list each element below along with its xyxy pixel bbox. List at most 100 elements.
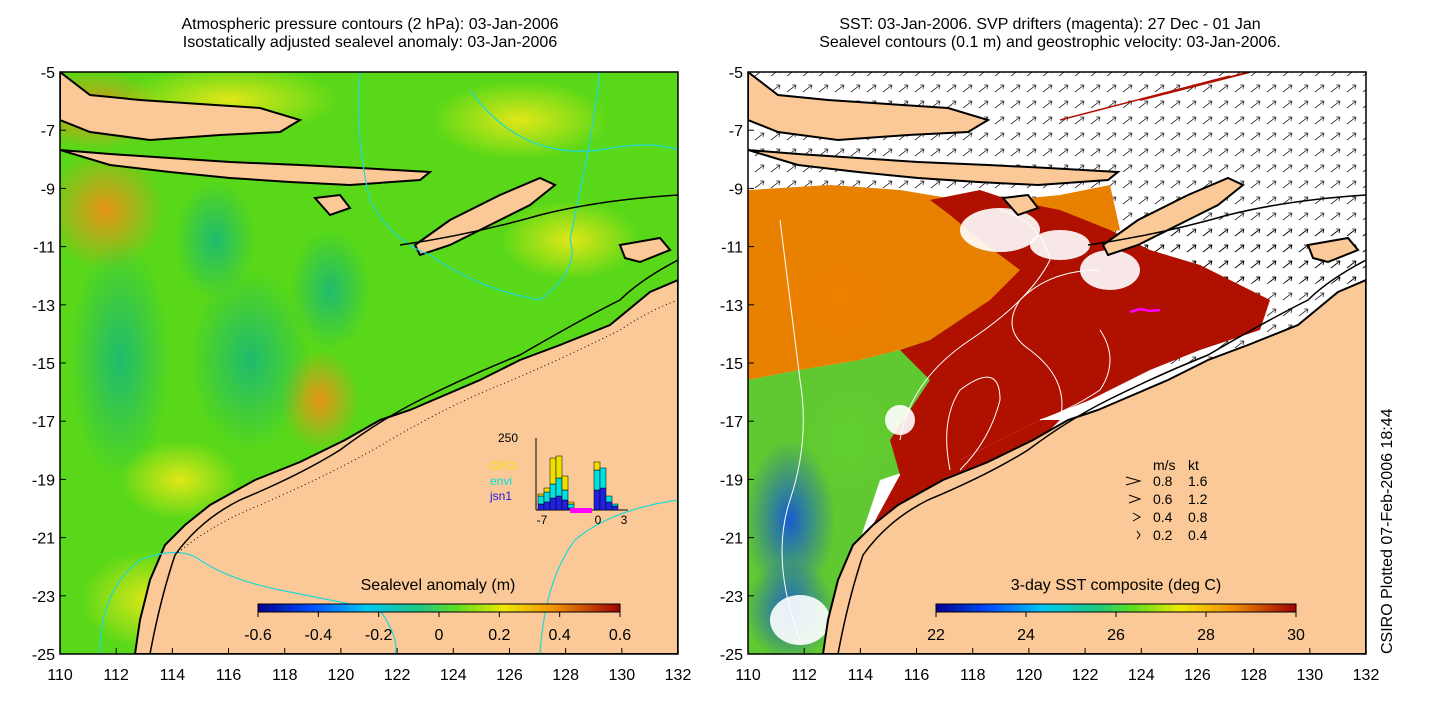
timor-island	[413, 176, 557, 257]
inset-bar	[543, 501, 551, 511]
x-tick-label: 112	[791, 667, 817, 684]
shelf-contour	[399, 194, 678, 246]
right-title-line2: Sealevel contours (0.1 m) and geostrophi…	[819, 34, 1281, 51]
y-tick-label: -21	[720, 531, 743, 548]
left-axis-labels: 110 112 114 116 118 120 122 124 126 128 130 132 -5 -7…	[32, 65, 692, 684]
sealevel-contour	[1011, 269, 1101, 421]
inset-bar	[567, 503, 575, 509]
velocity-legend-kt: 0.8	[1188, 509, 1208, 525]
velocity-legend-kt: 1.2	[1188, 491, 1208, 507]
velocity-legend: m/s kt 0.8 1.6 0.6 1.2 0.4 0.8 0.2 0.4	[1125, 457, 1208, 543]
x-tick-label: 110	[47, 667, 73, 684]
right-map	[748, 72, 1366, 654]
left-title-line1: Atmospheric pressure contours (2 hPa): 0…	[181, 16, 559, 33]
x-tick-label: 118	[272, 667, 298, 684]
inset-bar	[593, 461, 601, 471]
velocity-legend-arrow-icon	[1125, 476, 1142, 486]
x-tick-label: 120	[328, 667, 355, 684]
sst-mid-region	[800, 380, 900, 500]
sla-high-anomaly	[60, 150, 165, 270]
velocity-legend-ms: 0.4	[1153, 509, 1173, 525]
colorbar-tick-label: 24	[1017, 627, 1035, 644]
inset-ymax-label: 250	[498, 431, 518, 445]
x-tick-label: 116	[904, 667, 930, 684]
right-title: SST: 03-Jan-2006. SVP drifters (magenta)…	[720, 16, 1380, 52]
colorbar-tick-label: 0.6	[609, 627, 631, 644]
inset-bar	[599, 467, 607, 489]
sla-low-anomaly	[175, 180, 255, 300]
velocity-legend-ms: 0.8	[1153, 473, 1173, 489]
y-tick-label: -15	[720, 356, 743, 373]
inset-bar	[605, 495, 613, 503]
y-tick-label: -23	[32, 589, 55, 606]
velocity-legend-ms: 0.2	[1153, 527, 1173, 543]
inset-bar	[605, 501, 613, 511]
svp-drifter-track	[1139, 72, 1251, 101]
velocity-legend-rows: 0.8 1.6 0.6 1.2 0.4 0.8 0.2 0.4	[1125, 473, 1208, 543]
inset-xtick: -7	[537, 513, 548, 527]
left-colorbar-ticks: -0.6 -0.4 -0.2 0 0.2 0.4 0.6	[244, 612, 631, 644]
java-island	[60, 72, 303, 142]
y-tick-label: -21	[32, 531, 55, 548]
y-tick-label: -17	[720, 414, 743, 431]
tanimbar-island	[618, 236, 672, 264]
inset-xtick: 0	[595, 513, 602, 527]
sealevel-contour	[779, 219, 804, 641]
australia-landmass	[821, 278, 1366, 654]
y-tick-label: -17	[32, 414, 55, 431]
colorbar-tick-label: -0.4	[305, 627, 333, 644]
inset-bar	[549, 457, 557, 485]
y-tick-label: -9	[729, 181, 743, 198]
sla-low-anomaly	[70, 240, 170, 480]
pressure-contour	[469, 89, 678, 152]
inset-bar	[567, 501, 575, 505]
x-tick-label: 130	[1296, 667, 1323, 684]
y-tick-label: -13	[32, 298, 55, 315]
left-colorbar-ramp	[257, 603, 621, 613]
inset-legend-jsn1: jsn1	[489, 489, 512, 503]
velocity-legend-arrow-icon	[1136, 530, 1141, 540]
x-tick-label: 126	[1184, 667, 1211, 684]
inset-bar	[543, 491, 551, 503]
x-tick-label: 124	[440, 667, 467, 684]
velocity-legend-header-ms: m/s	[1153, 457, 1176, 473]
x-tick-label: 112	[103, 667, 129, 684]
x-tick-label: 124	[1128, 667, 1155, 684]
x-tick-label: 122	[384, 667, 411, 684]
inset-xtick: 3	[621, 513, 628, 527]
colorbar-tick-label: 26	[1107, 627, 1125, 644]
y-tick-label: -15	[32, 356, 55, 373]
y-tick-label: -23	[720, 589, 743, 606]
cloud-patch	[885, 405, 915, 435]
inset-bar	[611, 503, 619, 507]
x-tick-label: 132	[1353, 667, 1380, 684]
sunda-islands	[748, 149, 1121, 187]
inset-bar	[537, 503, 545, 511]
sumba-island	[1000, 193, 1040, 217]
australia-landmass	[133, 278, 678, 654]
sst-hot-region	[890, 190, 1270, 475]
velocity-legend-kt: 0.4	[1188, 527, 1208, 543]
x-tick-label: 116	[216, 667, 242, 684]
inset-bar	[561, 489, 569, 501]
cloud-patch	[1030, 230, 1090, 260]
inset-bar	[555, 495, 563, 511]
x-tick-label: 128	[552, 667, 579, 684]
shelf-contour	[1087, 194, 1366, 246]
shelf-contour	[149, 259, 678, 654]
y-tick-label: -7	[41, 123, 55, 140]
right-colorbar-label: 3-day SST composite (deg C)	[1011, 577, 1221, 594]
velocity-legend-ms: 0.6	[1153, 491, 1173, 507]
altimeter-inset: 250 -7 0 3 GFO envi jsn1	[489, 431, 628, 527]
inset-bar	[561, 499, 569, 511]
velocity-legend-header-kt: kt	[1188, 457, 1199, 473]
left-title-line2: Isostatically adjusted sealevel anomaly:…	[182, 34, 558, 51]
y-tick-label: -9	[41, 181, 55, 198]
y-tick-label: -25	[720, 647, 743, 664]
sst-warm-region	[760, 240, 920, 360]
java-island	[748, 72, 991, 142]
inset-drifter-marker	[570, 508, 592, 513]
svp-drifter-track	[1059, 75, 1231, 121]
inset-bar	[549, 483, 557, 499]
y-tick-label: -7	[729, 123, 743, 140]
